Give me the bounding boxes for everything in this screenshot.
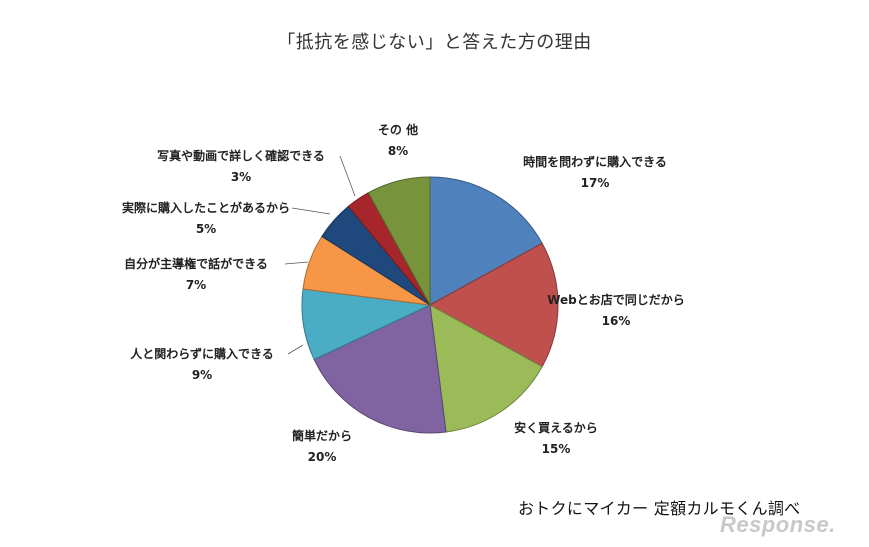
pie-slice [428,242,559,368]
source-credit: おトクにマイカー 定額カルモくん調べ [518,499,801,518]
leader-line [284,261,309,265]
slice-value-label: 7% [186,278,206,292]
slice-value-label: 5% [196,222,216,236]
slice-label: 時間を問わずに購入できる [523,154,667,169]
slice-label: 実際に購入したことがあるから [122,200,290,215]
slice-label: 写真や動画で詳しく確認できる [157,148,325,163]
pie-slice [367,176,431,306]
slice-value-label: 3% [231,170,251,184]
slice-value-label: 15% [542,442,571,456]
leader-line [291,207,331,215]
slice-value-label: 16% [602,314,631,328]
slice-label: 人と関わらずに購入できる [130,346,274,361]
leader-line [287,344,304,355]
pie-slice [313,304,447,434]
response-watermark: Response. [720,512,836,537]
slice-label: その 他 [378,122,418,137]
slice-label: 自分が主導権で話ができる [124,256,268,271]
slice-label: 簡単だから [292,428,352,443]
slice-value-label: 20% [308,450,337,464]
slice-label: 安く買えるから [514,420,598,435]
slice-value-label: 17% [581,176,610,190]
pie-slice [429,304,543,433]
slice-label: Webとお店で同じだから [547,292,685,307]
pie-slice [429,176,543,306]
slice-value-label: 8% [388,144,408,158]
chart-title: 「抵抗を感じない」と答えた方の理由 [277,32,592,53]
slice-value-label: 9% [192,368,212,382]
leader-line [339,155,356,197]
